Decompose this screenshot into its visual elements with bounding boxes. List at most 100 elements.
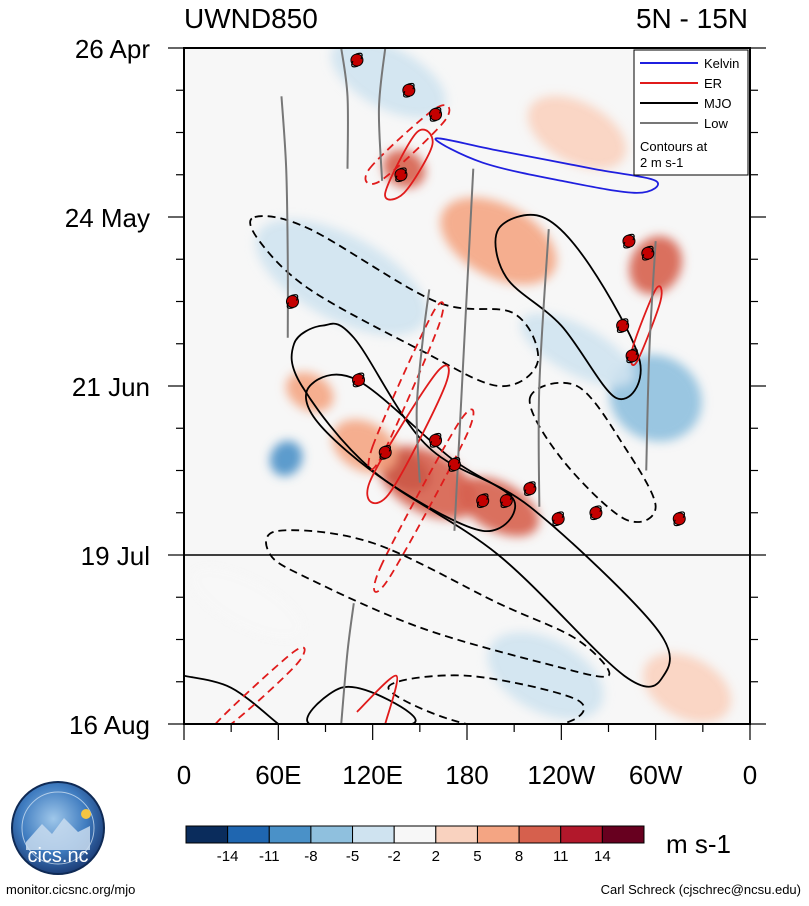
colorbar-swatch bbox=[601, 825, 645, 844]
colorbar-label: -2 bbox=[388, 848, 401, 865]
er-contour-neg bbox=[373, 408, 475, 593]
low-track bbox=[340, 48, 349, 169]
colorbar-swatch bbox=[393, 825, 437, 844]
er-contour-pos bbox=[629, 285, 663, 366]
tc-marker bbox=[429, 106, 443, 122]
tc-marker bbox=[285, 294, 299, 309]
kelvin-contours bbox=[434, 137, 659, 194]
low-track bbox=[377, 48, 387, 181]
colorbar-label: -11 bbox=[259, 848, 280, 865]
x-tick-label: 120W bbox=[527, 760, 595, 790]
y-tick-label: 26 Apr bbox=[75, 34, 151, 64]
tc-marker bbox=[352, 372, 366, 388]
mjo-contour-neg bbox=[265, 529, 611, 678]
y-tick-label: 24 May bbox=[65, 203, 150, 233]
x-tick-label: 0 bbox=[177, 760, 191, 790]
tc-marker bbox=[622, 233, 636, 249]
colorbar-swatch bbox=[435, 825, 478, 844]
anomaly-blob bbox=[457, 477, 539, 537]
mjo-contour-neg bbox=[528, 381, 657, 523]
colorbar-swatch bbox=[268, 825, 312, 844]
tc-markers bbox=[285, 52, 744, 527]
low-track bbox=[453, 168, 475, 531]
y-tick-labels: 26 Apr 24 May 21 Jun 19 Jul 16 Aug bbox=[65, 34, 151, 740]
x-tick-label: 120E bbox=[342, 760, 403, 790]
er-contour-neg bbox=[367, 301, 445, 471]
tc-marker bbox=[402, 82, 416, 98]
tc-marker bbox=[429, 432, 443, 448]
colorbar: -14 -11 -8 -5 -2 2 5 8 11 14 bbox=[185, 825, 645, 865]
axis-ticks bbox=[168, 47, 766, 740]
colorbar-swatch bbox=[560, 825, 603, 844]
mjo-contour-pos bbox=[494, 214, 642, 401]
tc-marker bbox=[616, 318, 630, 334]
legend-note-line2: 2 m s-1 bbox=[640, 155, 683, 170]
x-tick-label: 0 bbox=[743, 760, 757, 790]
anomaly-blob bbox=[269, 440, 303, 477]
chart-title-left: UWND850 bbox=[184, 3, 318, 34]
tc-marker bbox=[672, 511, 686, 527]
y-tick-label: 19 Jul bbox=[81, 541, 150, 571]
legend-label: Kelvin bbox=[704, 56, 739, 71]
colorbar-label: -5 bbox=[346, 848, 359, 865]
colorbar-swatch bbox=[476, 825, 520, 844]
tc-marker bbox=[523, 481, 537, 497]
footer-url[interactable]: monitor.cicsnc.org/mjo bbox=[6, 882, 136, 897]
colorbar-units: m s-1 bbox=[666, 829, 731, 859]
low-track bbox=[415, 289, 431, 483]
x-tick-label: 180 bbox=[445, 760, 488, 790]
colorbar-label: 11 bbox=[553, 848, 569, 865]
er-contour-pos bbox=[356, 674, 399, 724]
cicsnc-logo: cics.nc bbox=[8, 780, 108, 880]
anomaly-blob bbox=[255, 219, 427, 336]
colorbar-swatch bbox=[185, 825, 229, 844]
tc-marker bbox=[447, 457, 461, 472]
colorbar-swatch bbox=[518, 825, 562, 844]
colorbar-label: -8 bbox=[304, 848, 317, 865]
tc-marker bbox=[394, 167, 408, 183]
legend-label: ER bbox=[704, 76, 722, 91]
kelvin-contour-pos bbox=[434, 137, 659, 194]
colorbar-label: 2 bbox=[432, 848, 440, 865]
anomaly-blob bbox=[487, 632, 604, 720]
low-track bbox=[340, 603, 355, 724]
tc-marker bbox=[350, 52, 364, 68]
anomaly-blob bbox=[190, 566, 304, 640]
legend: Kelvin ER MJO Low Contours at 2 m s-1 bbox=[633, 49, 749, 176]
legend-note-line1: Contours at bbox=[640, 139, 708, 154]
mjo-contour-pos bbox=[306, 686, 417, 724]
colorbar-label: 5 bbox=[473, 848, 481, 865]
tc-marker bbox=[625, 348, 639, 364]
er-contour-pos bbox=[366, 364, 450, 505]
anomaly-blob bbox=[285, 372, 334, 412]
anomaly-blob bbox=[440, 197, 557, 285]
footer-credit: Carl Schreck (cjschrec@ncsu.edu) bbox=[600, 882, 801, 897]
mjo-contour-pos bbox=[290, 322, 671, 688]
x-tick-labels: 0 60E 120E 180 120W 60W 0 bbox=[177, 760, 757, 790]
logo-text: cics.nc bbox=[27, 845, 88, 867]
tc-marker bbox=[378, 444, 392, 460]
anomaly-field bbox=[190, 48, 732, 723]
colorbar-label: 14 bbox=[594, 848, 611, 865]
tc-marker bbox=[641, 245, 655, 261]
mjo-contour-pos bbox=[184, 674, 279, 724]
mjo-contour-neg bbox=[387, 674, 585, 724]
colorbar-swatch bbox=[227, 825, 270, 844]
er-contour-pos bbox=[384, 128, 434, 201]
colorbar-swatch bbox=[352, 825, 395, 844]
colorbar-label: -14 bbox=[217, 848, 239, 865]
anomaly-blob bbox=[520, 313, 634, 387]
colorbar-swatch bbox=[310, 825, 354, 844]
chart-title-right: 5N - 15N bbox=[636, 3, 748, 34]
low-track bbox=[645, 241, 657, 471]
legend-label: MJO bbox=[704, 96, 731, 111]
mjo-contour-neg bbox=[249, 215, 540, 387]
tc-marker bbox=[476, 493, 490, 509]
y-tick-label: 21 Jun bbox=[72, 372, 150, 402]
y-tick-label: 16 Aug bbox=[69, 710, 150, 740]
tc-marker bbox=[551, 511, 565, 527]
anomaly-blob bbox=[643, 653, 732, 723]
tc-marker bbox=[499, 493, 513, 509]
anomaly-blob bbox=[527, 95, 627, 170]
colorbar-label: 8 bbox=[515, 848, 523, 865]
